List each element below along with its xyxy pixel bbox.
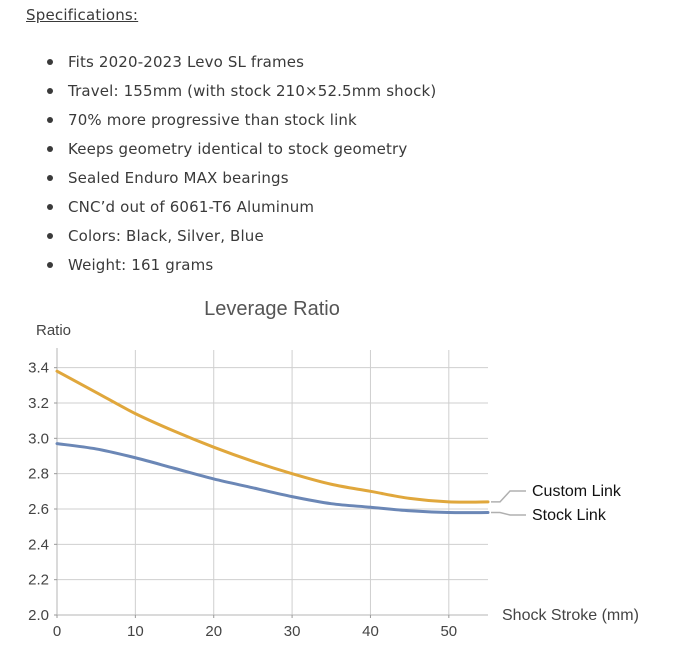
bullet-icon — [47, 146, 53, 152]
x-tick-label: 30 — [284, 623, 301, 640]
spec-item-text: Travel: 155mm (with stock 210×52.5mm sho… — [68, 82, 437, 100]
spec-item: CNC’d out of 6061-T6 Aluminum — [0, 195, 436, 224]
spec-item-text: CNC’d out of 6061-T6 Aluminum — [68, 198, 315, 216]
series-line-custom-link — [55, 369, 490, 504]
bullet-icon — [47, 262, 53, 268]
y-tick-label: 2.8 — [28, 466, 49, 483]
bullet-icon — [47, 175, 53, 181]
spec-item: Colors: Black, Silver, Blue — [0, 224, 436, 253]
spec-item: Travel: 155mm (with stock 210×52.5mm sho… — [0, 79, 436, 108]
spec-item-text: Weight: 161 grams — [68, 256, 214, 274]
spec-item: Sealed Enduro MAX bearings — [0, 166, 436, 195]
legend-leader-line — [491, 490, 526, 503]
spec-item-text: Sealed Enduro MAX bearings — [68, 169, 289, 187]
chart-title: Leverage Ratio — [204, 298, 340, 320]
y-tick-label: 2.0 — [28, 607, 49, 624]
spec-item: 70% more progressive than stock link — [0, 108, 436, 137]
spec-item: Weight: 161 grams — [0, 253, 436, 282]
x-tick-label: 50 — [440, 623, 457, 640]
spec-item: Fits 2020-2023 Levo SL frames — [0, 50, 436, 79]
legend-leader-line — [491, 511, 526, 516]
y-tick-label: 2.6 — [28, 501, 49, 518]
specifications-heading: Specifications: — [26, 6, 139, 24]
y-axis-label: Ratio — [36, 322, 71, 339]
bullet-icon — [47, 204, 53, 210]
x-axis-label: Shock Stroke (mm) — [502, 607, 639, 624]
bullet-icon — [47, 59, 53, 65]
bullet-icon — [47, 117, 53, 123]
spec-item-text: Fits 2020-2023 Levo SL frames — [68, 53, 305, 71]
spec-item: Keeps geometry identical to stock geomet… — [0, 137, 436, 166]
y-tick-label: 3.4 — [28, 360, 49, 377]
specifications-list: Fits 2020-2023 Levo SL frames Travel: 15… — [0, 50, 436, 282]
x-tick-label: 40 — [362, 623, 379, 640]
y-tick-label: 2.4 — [28, 536, 49, 553]
y-tick-label: 3.0 — [28, 430, 49, 447]
spec-item-text: Keeps geometry identical to stock geomet… — [68, 140, 408, 158]
y-tick-label: 2.2 — [28, 572, 49, 589]
bullet-icon — [47, 88, 53, 94]
x-tick-label: 0 — [53, 623, 61, 640]
x-tick-label: 20 — [205, 623, 222, 640]
series-label-stock-link: Stock Link — [532, 507, 607, 524]
series-line-stock-link — [55, 442, 490, 515]
bullet-icon — [47, 233, 53, 239]
spec-item-text: Colors: Black, Silver, Blue — [68, 227, 264, 245]
leverage-ratio-chart: Leverage Ratio Ratio 2.0 2.2 2.4 2.6 2.8 3.0 3.2… — [28, 298, 639, 640]
spec-item-text: 70% more progressive than stock link — [68, 111, 357, 129]
y-tick-label: 3.2 — [28, 395, 49, 412]
series-label-custom-link: Custom Link — [532, 483, 622, 500]
x-tick-label: 10 — [127, 623, 144, 640]
